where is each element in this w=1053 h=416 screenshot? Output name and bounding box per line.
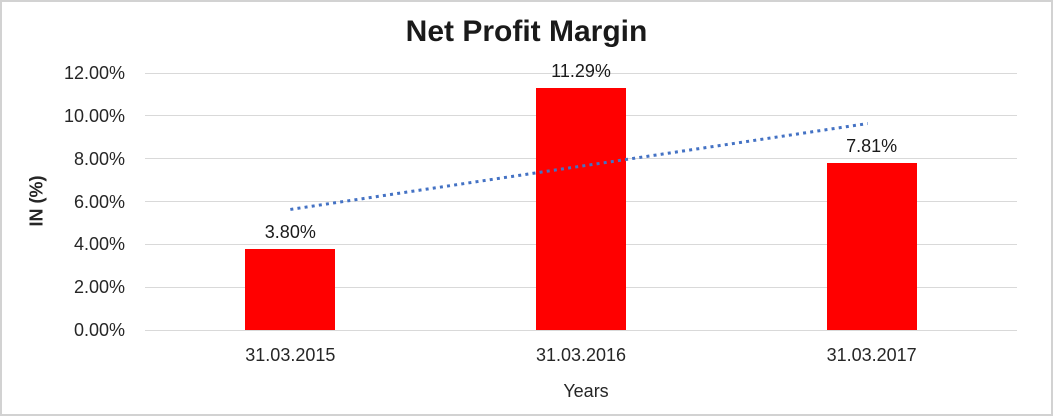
x-tick-label-31.03.2016: 31.03.2016 <box>535 345 627 365</box>
gridline-0 <box>145 329 1017 331</box>
x-tick-label-31.03.2017: 31.03.2017 <box>826 345 917 365</box>
y-tick-label: 10.00% <box>63 105 125 126</box>
bar-31.03.2015[interactable] <box>245 248 336 330</box>
y-tick-label: 12.00% <box>63 63 125 83</box>
x-tick-label-31.03.2015: 31.03.2015 <box>245 345 336 365</box>
y-tick-label: 4.00% <box>73 234 125 255</box>
data-label-31.03.2016: 11.29% <box>551 61 611 82</box>
y-tick-label: 0.00% <box>73 320 125 340</box>
gridline-12 <box>145 72 1017 74</box>
x-axis-title: Years <box>563 381 609 401</box>
chart-title: Net Profit Margin <box>405 15 648 48</box>
y-tick-label: 6.00% <box>73 191 125 212</box>
data-label-31.03.2015: 3.80% <box>264 221 316 242</box>
y-tick-label: 2.00% <box>73 277 125 298</box>
bar-31.03.2016[interactable] <box>536 88 626 330</box>
data-label-31.03.2017: 7.81% <box>846 135 898 156</box>
y-tick-label: 8.00% <box>73 148 125 169</box>
bar-31.03.2017[interactable] <box>826 162 917 330</box>
